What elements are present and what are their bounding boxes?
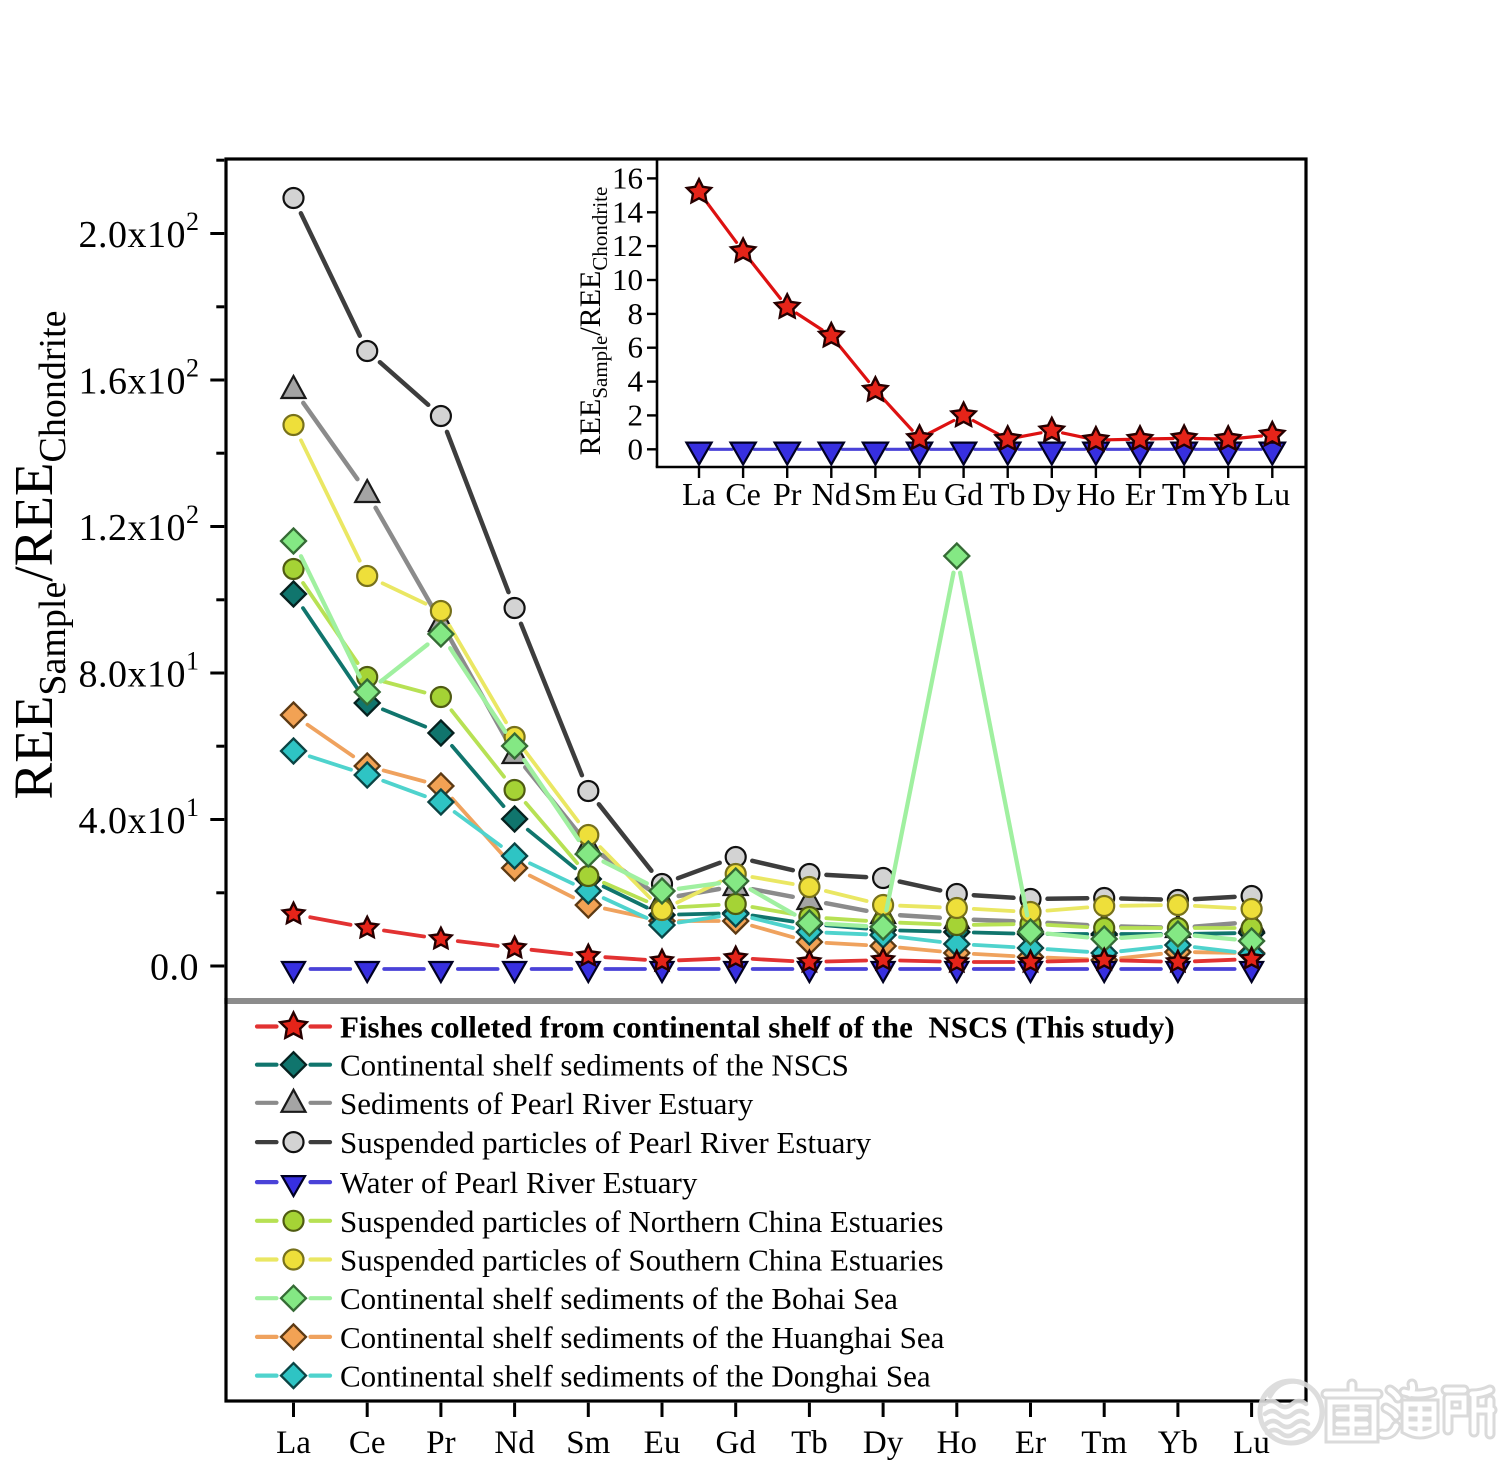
svg-text:Continental shelf sediments of: Continental shelf sediments of the NSCS [340, 1048, 849, 1083]
svg-text:La: La [276, 1425, 311, 1461]
svg-text:16: 16 [612, 160, 643, 195]
svg-text:Suspended particles of Norther: Suspended particles of Northern China Es… [340, 1204, 944, 1239]
svg-text:6: 6 [628, 330, 644, 365]
svg-text:12: 12 [612, 228, 643, 263]
svg-text:0: 0 [628, 431, 644, 466]
svg-text:Suspended particles of Pearl R: Suspended particles of Pearl River Estua… [340, 1125, 872, 1160]
svg-text:Ho: Ho [1076, 476, 1115, 512]
svg-text:1.6x102: 1.6x102 [79, 354, 200, 403]
svg-text:8.0x101: 8.0x101 [79, 647, 200, 696]
svg-text:4.0x101: 4.0x101 [79, 793, 200, 842]
svg-text:Fishes colleted from continent: Fishes colleted from continental shelf o… [340, 1010, 1175, 1045]
svg-text:Nd: Nd [494, 1425, 535, 1461]
svg-text:La: La [682, 476, 716, 512]
svg-text:Continental shelf sediments of: Continental shelf sediments of the Bohai… [340, 1281, 898, 1316]
svg-text:Tm: Tm [1162, 476, 1207, 512]
svg-text:Ho: Ho [937, 1425, 977, 1461]
svg-text:Ce: Ce [349, 1425, 386, 1461]
svg-text:Tb: Tb [791, 1425, 828, 1461]
svg-text:Gd: Gd [716, 1425, 757, 1461]
svg-text:Yb: Yb [1158, 1425, 1198, 1461]
svg-text:Continental shelf sediments of: Continental shelf sediments of the Huang… [340, 1320, 945, 1355]
svg-text:8: 8 [628, 296, 644, 331]
svg-text:Er: Er [1125, 476, 1156, 512]
svg-text:Tb: Tb [990, 476, 1026, 512]
svg-text:Suspended particles of Souther: Suspended particles of Southern China Es… [340, 1243, 944, 1278]
svg-text:10: 10 [612, 262, 643, 297]
svg-text:Pr: Pr [773, 476, 802, 512]
svg-text:4: 4 [628, 364, 644, 399]
svg-text:1.2x102: 1.2x102 [79, 500, 200, 549]
svg-text:Continental shelf sediments of: Continental shelf sediments of the Dongh… [340, 1359, 931, 1394]
svg-text:Tm: Tm [1081, 1425, 1127, 1461]
svg-text:2.0x102: 2.0x102 [79, 207, 200, 256]
svg-text:Pr: Pr [426, 1425, 455, 1461]
svg-text:Eu: Eu [902, 476, 938, 512]
svg-text:0.0: 0.0 [150, 947, 199, 989]
svg-text:Nd: Nd [812, 476, 851, 512]
svg-text:Lu: Lu [1255, 476, 1291, 512]
svg-text:Eu: Eu [644, 1425, 681, 1461]
svg-text:Dy: Dy [863, 1425, 904, 1461]
svg-text:Water of Pearl River Estuary: Water of Pearl River Estuary [340, 1165, 698, 1200]
svg-text:Yb: Yb [1209, 476, 1248, 512]
svg-text:Sediments of Pearl River Estua: Sediments of Pearl River Estuary [340, 1086, 754, 1121]
svg-text:Sm: Sm [854, 476, 897, 512]
svg-text:2: 2 [628, 397, 644, 432]
svg-text:Dy: Dy [1032, 476, 1071, 512]
svg-text:Er: Er [1015, 1425, 1046, 1461]
svg-text:Gd: Gd [944, 476, 983, 512]
svg-text:Sm: Sm [566, 1425, 610, 1461]
svg-text:14: 14 [612, 194, 644, 229]
svg-text:Ce: Ce [725, 476, 761, 512]
